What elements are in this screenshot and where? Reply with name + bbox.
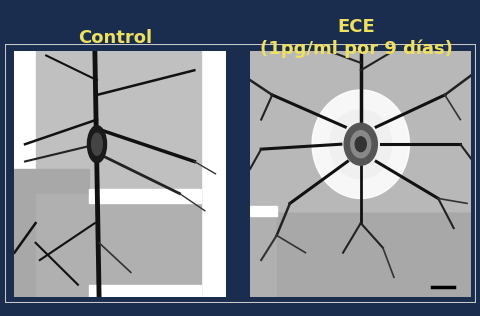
Bar <box>250 51 470 211</box>
Bar <box>250 206 276 216</box>
Bar <box>88 285 200 297</box>
Bar <box>36 51 200 193</box>
Text: ECE
(1pg/ml por 9 días): ECE (1pg/ml por 9 días) <box>259 18 451 58</box>
Ellipse shape <box>343 123 376 165</box>
Ellipse shape <box>87 126 106 163</box>
Bar <box>36 193 200 297</box>
Circle shape <box>329 110 391 179</box>
Ellipse shape <box>92 133 102 155</box>
Text: Control: Control <box>78 29 152 47</box>
Ellipse shape <box>350 131 370 158</box>
Bar <box>88 189 200 204</box>
Bar <box>276 213 470 297</box>
Ellipse shape <box>354 137 366 152</box>
Circle shape <box>312 90 408 198</box>
Bar <box>14 169 88 297</box>
